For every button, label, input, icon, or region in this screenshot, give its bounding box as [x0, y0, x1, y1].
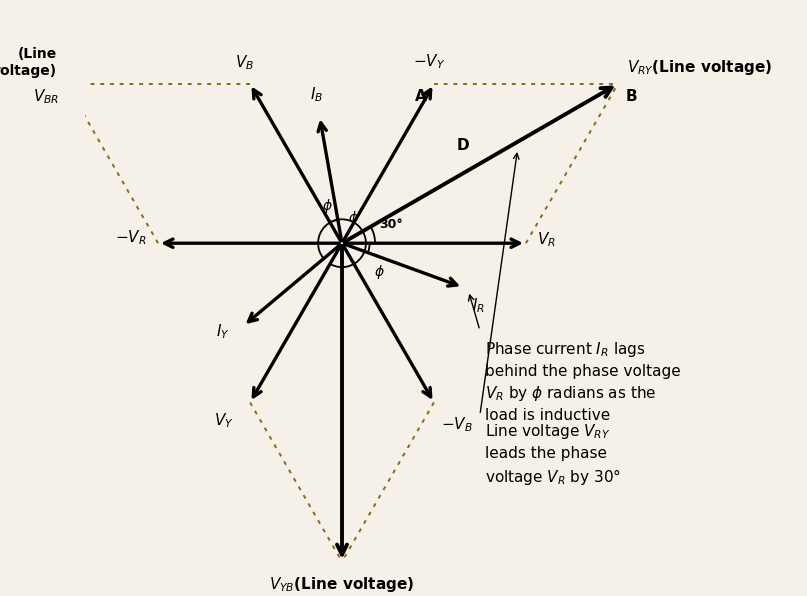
- Text: D: D: [457, 138, 470, 153]
- Text: Phase current $I_R$ lags
behind the phase voltage
$V_R$ by $\phi$ radians as the: Phase current $I_R$ lags behind the phas…: [484, 340, 680, 423]
- Text: $V_Y$: $V_Y$: [214, 412, 233, 430]
- Text: Line voltage $V_{RY}$
leads the phase
voltage $V_R$ by 30°: Line voltage $V_{RY}$ leads the phase vo…: [484, 423, 621, 488]
- Text: (Line
voltage): (Line voltage): [0, 47, 57, 79]
- Text: $\phi$: $\phi$: [322, 197, 332, 215]
- Text: $-V_R$: $-V_R$: [115, 228, 147, 247]
- Text: $-V_B$: $-V_B$: [441, 415, 473, 434]
- Text: $V_B$: $V_B$: [235, 53, 254, 72]
- Text: 30°: 30°: [378, 218, 403, 231]
- Text: $-V_Y$: $-V_Y$: [413, 52, 445, 71]
- Text: $V_{YB}$(Line voltage): $V_{YB}$(Line voltage): [270, 575, 415, 594]
- Text: $I_Y$: $I_Y$: [216, 322, 230, 341]
- Text: $\phi$: $\phi$: [374, 263, 385, 281]
- Text: A: A: [415, 89, 427, 104]
- Text: $\phi$: $\phi$: [348, 209, 359, 227]
- Text: B: B: [625, 89, 637, 104]
- Text: $I_B$: $I_B$: [311, 85, 324, 104]
- Text: $V_R$: $V_R$: [537, 230, 556, 249]
- Text: $V_{BR}$: $V_{BR}$: [33, 88, 59, 106]
- Text: $V_{RY}$(Line voltage): $V_{RY}$(Line voltage): [627, 58, 772, 77]
- Text: $I_R$: $I_R$: [472, 296, 485, 315]
